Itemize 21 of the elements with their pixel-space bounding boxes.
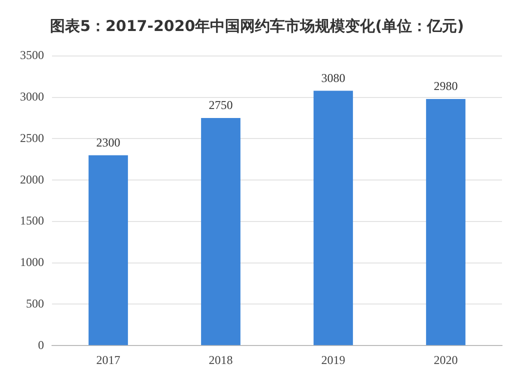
y-tick-label: 2500 [20,130,44,145]
y-tick-label: 1000 [20,255,44,270]
x-tick-label: 2019 [321,352,346,367]
y-tick-label: 3500 [20,48,44,62]
data-label: 2980 [434,79,458,94]
chart-title: 图表5：2017-2020年中国网约车市场规模变化(单位：亿元) [50,16,464,35]
y-tick-label: 500 [26,296,44,310]
data-label: 2300 [96,135,120,150]
y-tick-label: 2000 [20,172,44,186]
bar [88,155,128,346]
x-tick-label: 2020 [434,352,458,367]
data-label: 3080 [321,70,346,85]
data-label: 2750 [208,98,233,112]
x-tick-label: 2018 [208,352,233,367]
y-tick-label: 1500 [20,214,44,228]
y-tick-label: 0 [38,338,44,352]
bar [426,99,466,346]
bar [201,118,240,346]
x-tick-label: 2017 [96,352,120,367]
y-tick-label: 3000 [20,90,44,104]
bar [314,90,353,346]
